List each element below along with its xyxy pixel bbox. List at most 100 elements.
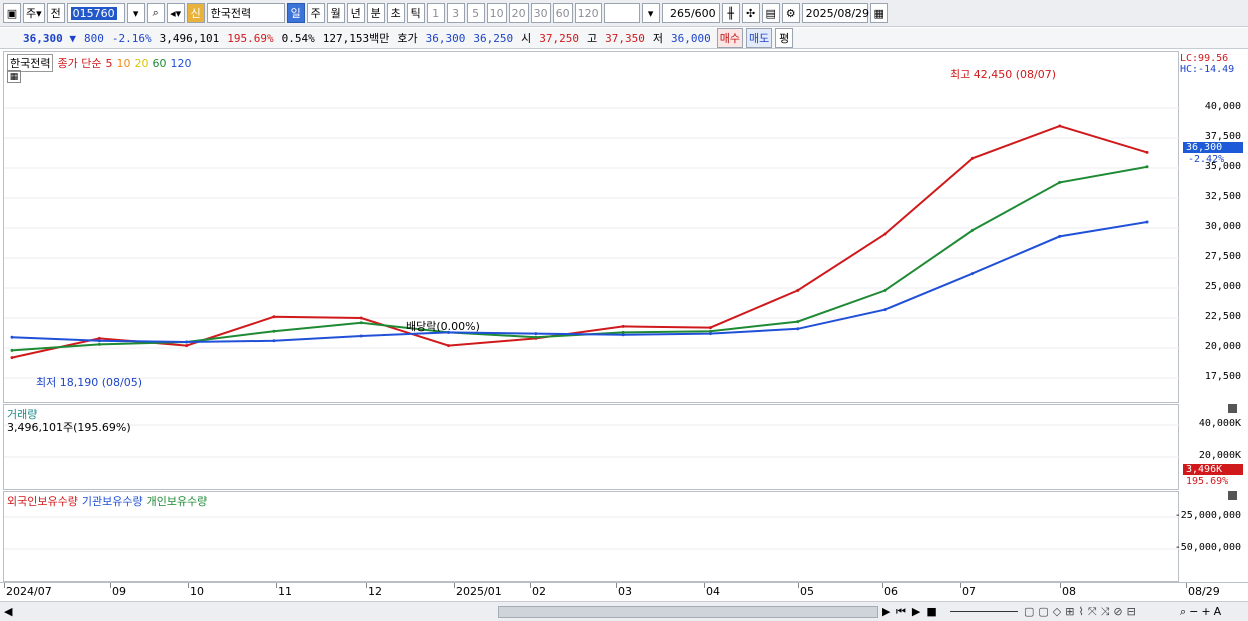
- zoom-slider[interactable]: [950, 611, 1018, 612]
- series-point: [970, 156, 974, 160]
- series-point: [883, 308, 887, 312]
- series-point: [272, 339, 276, 343]
- num-3[interactable]: 3: [446, 3, 465, 23]
- stock-code-input[interactable]: 015760: [66, 3, 125, 23]
- zoom-controls[interactable]: ⌕−+A: [1180, 605, 1225, 618]
- price-change-pct: -2.16%: [111, 31, 152, 45]
- code-dropdown-icon[interactable]: ▾: [126, 3, 145, 23]
- x-axis-tick: [1186, 583, 1187, 588]
- series-point: [1058, 180, 1062, 184]
- period-second[interactable]: 초: [386, 3, 405, 23]
- eval-button[interactable]: 평: [775, 28, 794, 48]
- num-20[interactable]: 20: [508, 3, 529, 23]
- price-tick-label: 22,500: [1204, 311, 1241, 322]
- playback-controls[interactable]: ⏮▶■: [896, 605, 943, 618]
- count-field[interactable]: 265/600: [661, 3, 720, 23]
- period-minute[interactable]: 분: [366, 3, 385, 23]
- sell-button[interactable]: 매도: [745, 28, 773, 48]
- legend-ma60: 60: [152, 56, 167, 70]
- series-point: [708, 332, 712, 336]
- legend-stock-name: 한국전력: [7, 54, 54, 72]
- period-dropdown-icon[interactable]: ▾: [641, 3, 660, 23]
- series-point: [97, 342, 101, 346]
- current-price-tag: 36,300: [1183, 142, 1243, 153]
- layout-icon[interactable]: ▣: [3, 3, 21, 23]
- period-week[interactable]: 주: [306, 3, 325, 23]
- series-point: [1145, 150, 1149, 154]
- scroll-left-icon[interactable]: ◀: [4, 605, 13, 618]
- x-axis-tick: [616, 583, 617, 588]
- volume-close-icon[interactable]: [1228, 404, 1237, 413]
- x-axis-tick: [704, 583, 705, 588]
- series-point: [10, 348, 14, 352]
- crosshair-icon[interactable]: ✣: [741, 3, 760, 23]
- legend-institution: 기관보유수량: [81, 495, 143, 508]
- period-tick[interactable]: 틱: [406, 3, 425, 23]
- max-annotation: 최고 42,450 (08/07): [950, 66, 1056, 82]
- period-day[interactable]: 일: [286, 3, 305, 23]
- series-point: [1145, 220, 1149, 224]
- calendar-icon[interactable]: ▦: [869, 3, 888, 23]
- count-max: /600: [690, 6, 716, 20]
- low-price: 36,000: [670, 31, 711, 45]
- new-badge: 신: [186, 3, 205, 23]
- lc-label: LC:99.56: [1180, 53, 1229, 64]
- scroll-thumb[interactable]: [498, 606, 878, 618]
- ask-price: 36,300: [425, 31, 466, 45]
- num-120[interactable]: 120: [574, 3, 602, 23]
- x-axis-label: 08/29: [1188, 585, 1220, 598]
- holding-chart: [4, 516, 1180, 550]
- gear-icon[interactable]: ⚙: [781, 3, 800, 23]
- x-axis-tick: [188, 583, 189, 588]
- grid-icon[interactable]: ▦: [7, 70, 21, 83]
- hc-label: HC:-14.49: [1180, 64, 1235, 75]
- price-panel[interactable]: 한국전력 종가 단순 5 10 20 60 120 ▦ 최고 42,450 (0…: [3, 51, 1180, 403]
- dividend-annotation: 배당락(0.00%): [406, 318, 480, 334]
- holding-close-icon[interactable]: [1228, 491, 1237, 500]
- num-30[interactable]: 30: [530, 3, 551, 23]
- bottom-scrollbar[interactable]: ◀ ▶ ⏮▶■ ▢▢◇⊞⌇⤧⤨⊘⊟ ⌕−+A: [0, 601, 1248, 621]
- x-axis-label: 07: [962, 585, 976, 598]
- series-point: [185, 344, 189, 348]
- search-icon[interactable]: ⌕: [146, 3, 165, 23]
- vol-tick-20000: 20,000K: [1198, 450, 1241, 461]
- min-label: 최저 18,190 (08/05): [36, 376, 143, 389]
- series-point: [883, 232, 887, 236]
- save-icon[interactable]: ▤: [761, 3, 780, 23]
- price-tick-label: 20,000: [1204, 341, 1241, 352]
- num-1[interactable]: 1: [426, 3, 445, 23]
- series-point: [10, 335, 14, 339]
- series-point: [534, 335, 538, 339]
- date-field[interactable]: 2025/08/29: [801, 3, 869, 23]
- holding-panel[interactable]: 외국인보유수량 기관보유수량 개인보유수량: [3, 491, 1180, 582]
- series-point: [97, 339, 101, 343]
- x-axis-tick: [366, 583, 367, 588]
- series-point: [447, 344, 451, 348]
- scroll-right-icon[interactable]: ▶: [882, 605, 891, 618]
- period-year[interactable]: 년: [346, 3, 365, 23]
- draw-tools-icon[interactable]: ▢▢◇⊞⌇⤧⤨⊘⊟: [1024, 605, 1140, 618]
- buy-button[interactable]: 매수: [716, 28, 743, 48]
- market-select[interactable]: 주 ▾: [23, 3, 45, 23]
- num-60[interactable]: 60: [552, 3, 573, 23]
- num-10[interactable]: 10: [486, 3, 507, 23]
- series-point: [97, 336, 101, 340]
- candle-icon[interactable]: ╫: [721, 3, 740, 23]
- speaker-icon[interactable]: ◂▾: [166, 3, 185, 23]
- x-axis-label: 06: [884, 585, 898, 598]
- volume-panel[interactable]: 거래량 3,496,101주(195.69%): [3, 404, 1180, 490]
- x-axis-label: 2025/01: [456, 585, 502, 598]
- market2-select[interactable]: 전: [46, 3, 65, 23]
- holding-legend: 외국인보유수량 기관보유수량 개인보유수량: [7, 493, 207, 509]
- holding-y-axis: -25,000,000 -50,000,000: [1175, 491, 1245, 582]
- period-month[interactable]: 월: [326, 3, 345, 23]
- volume-ratio: 195.69%: [227, 31, 274, 45]
- open-price: 37,250: [539, 31, 579, 45]
- num-5[interactable]: 5: [466, 3, 485, 23]
- min-annotation: 최저 18,190 (08/05): [36, 374, 142, 390]
- stock-name-field[interactable]: 한국전력: [206, 3, 285, 23]
- series-point: [1145, 165, 1149, 169]
- series-point: [359, 316, 363, 320]
- custom-period-input[interactable]: [603, 3, 640, 23]
- x-axis: 2024/07 09 10 11 12 2025/01 02 03 04 05 06 07 08 08/2…: [0, 582, 1248, 600]
